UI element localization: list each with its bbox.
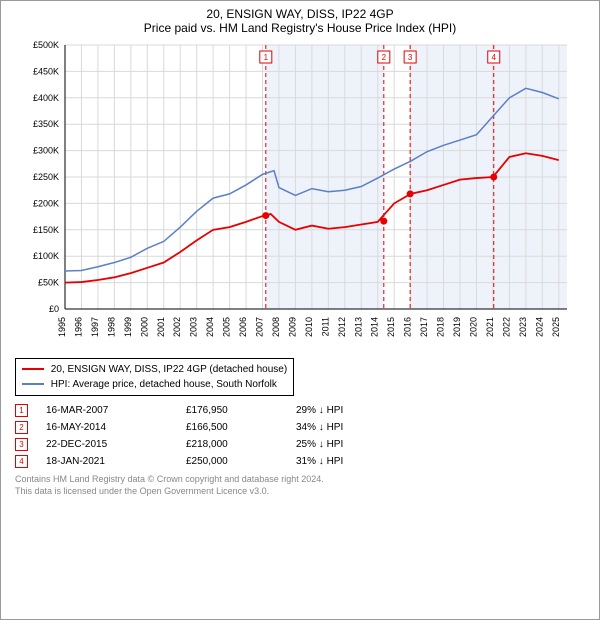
svg-text:£500K: £500K [33,40,59,50]
title-block: 20, ENSIGN WAY, DISS, IP22 4GP Price pai… [1,1,599,37]
svg-text:£150K: £150K [33,225,59,235]
svg-text:2022: 2022 [501,317,511,337]
svg-text:£200K: £200K [33,198,59,208]
svg-text:2003: 2003 [189,317,199,337]
sales-row: 4 18-JAN-2021£250,00031% ↓ HPI [15,453,585,470]
svg-text:£300K: £300K [33,146,59,156]
svg-text:1998: 1998 [106,317,116,337]
sale-date: 16-MAR-2007 [46,405,186,416]
svg-text:2015: 2015 [386,317,396,337]
sale-marker-icon: 1 [15,404,28,417]
svg-text:£450K: £450K [33,66,59,76]
svg-text:2024: 2024 [534,317,544,337]
sale-marker-icon: 3 [15,438,28,451]
svg-text:1996: 1996 [73,317,83,337]
line-chart: £0 £50K £100K £150K £200K £250K £300K £350K £400… [15,39,575,349]
svg-text:£100K: £100K [33,251,59,261]
svg-text:2014: 2014 [370,317,380,337]
svg-text:2011: 2011 [320,317,330,336]
svg-text:2010: 2010 [304,317,314,337]
sales-row: 1 16-MAR-2007£176,95029% ↓ HPI [15,402,585,419]
sale-date: 16-MAY-2014 [46,422,186,433]
svg-text:2025: 2025 [551,317,561,337]
svg-text:2016: 2016 [403,317,413,337]
svg-text:4: 4 [492,53,497,62]
sale-price: £250,000 [186,456,296,467]
svg-text:2017: 2017 [419,317,429,337]
svg-text:3: 3 [408,53,413,62]
svg-text:2021: 2021 [485,317,495,337]
svg-text:1997: 1997 [90,317,100,337]
sale-price: £176,950 [186,405,296,416]
svg-text:£50K: £50K [38,278,59,288]
svg-text:2: 2 [382,53,387,62]
svg-text:£400K: £400K [33,93,59,103]
sale-price: £218,000 [186,439,296,450]
sales-row: 3 22-DEC-2015£218,00025% ↓ HPI [15,436,585,453]
svg-text:2009: 2009 [287,317,297,337]
chart-title: 20, ENSIGN WAY, DISS, IP22 4GP [1,7,599,21]
svg-text:2012: 2012 [337,317,347,337]
svg-text:2019: 2019 [452,317,462,337]
sale-marker-icon: 2 [15,421,28,434]
svg-text:2020: 2020 [468,317,478,337]
legend-item-hpi: HPI: Average price, detached house, Sout… [22,377,287,392]
svg-text:2018: 2018 [436,317,446,337]
svg-text:2013: 2013 [353,317,363,337]
legend-item-price: 20, ENSIGN WAY, DISS, IP22 4GP (detached… [22,362,287,377]
sale-pct: 25% ↓ HPI [296,439,416,450]
svg-text:2007: 2007 [255,317,265,337]
svg-text:2002: 2002 [172,317,182,337]
svg-text:2004: 2004 [205,317,215,337]
svg-text:2008: 2008 [271,317,281,337]
footer-line-2: This data is licensed under the Open Gov… [15,486,585,498]
svg-text:2006: 2006 [238,317,248,337]
footer: Contains HM Land Registry data © Crown c… [15,474,585,497]
sale-pct: 34% ↓ HPI [296,422,416,433]
sales-row: 2 16-MAY-2014£166,50034% ↓ HPI [15,419,585,436]
legend: 20, ENSIGN WAY, DISS, IP22 4GP (detached… [15,358,294,396]
chart-area: £0 £50K £100K £150K £200K £250K £300K £350K £400… [15,39,585,354]
svg-text:2001: 2001 [156,317,166,337]
svg-text:1: 1 [264,53,269,62]
legend-swatch-hpi [22,383,44,385]
legend-label-price: 20, ENSIGN WAY, DISS, IP22 4GP (detached… [51,364,287,375]
svg-text:2023: 2023 [518,317,528,337]
sale-date: 22-DEC-2015 [46,439,186,450]
svg-text:1995: 1995 [57,317,67,337]
sale-pct: 29% ↓ HPI [296,405,416,416]
svg-text:£0: £0 [49,304,59,314]
footer-line-1: Contains HM Land Registry data © Crown c… [15,474,585,486]
svg-text:1999: 1999 [123,317,133,337]
sale-price: £166,500 [186,422,296,433]
sales-table: 1 16-MAR-2007£176,95029% ↓ HPI 2 16-MAY-201… [15,402,585,470]
svg-text:£350K: £350K [33,119,59,129]
legend-swatch-price [22,368,44,370]
chart-subtitle: Price paid vs. HM Land Registry's House … [1,21,599,35]
sale-pct: 31% ↓ HPI [296,456,416,467]
svg-text:2000: 2000 [139,317,149,337]
chart-container: 20, ENSIGN WAY, DISS, IP22 4GP Price pai… [0,0,600,620]
legend-label-hpi: HPI: Average price, detached house, Sout… [51,379,277,390]
sale-marker-icon: 4 [15,455,28,468]
svg-text:2005: 2005 [222,317,232,337]
svg-text:£250K: £250K [33,172,59,182]
sale-date: 18-JAN-2021 [46,456,186,467]
